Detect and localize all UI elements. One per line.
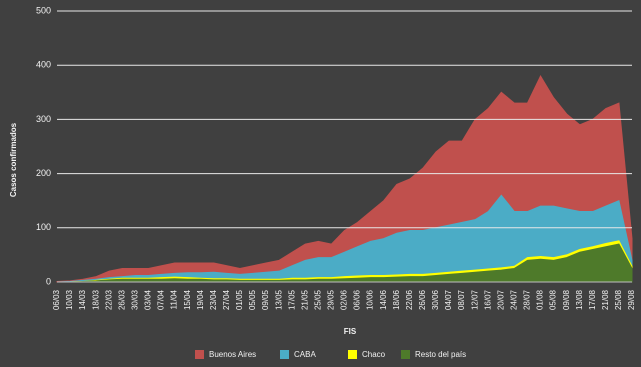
- x-tick-label: 17/08: [588, 289, 597, 310]
- y-tick-label: 100: [36, 222, 51, 232]
- x-tick-label: 23/04: [209, 289, 218, 310]
- x-tick-label: 06/06: [353, 289, 362, 310]
- x-tick-label: 27/04: [222, 289, 231, 310]
- x-tick-label: 29/05: [327, 289, 336, 310]
- x-tick-label: 28/07: [523, 289, 532, 310]
- x-tick-label: 14/03: [78, 289, 87, 310]
- legend-swatch: [348, 350, 357, 359]
- x-tick-label: 04/07: [444, 289, 453, 310]
- x-tick-label: 18/06: [392, 289, 401, 310]
- x-tick-label: 13/05: [274, 289, 283, 310]
- x-tick-label: 01/08: [536, 289, 545, 310]
- x-tick-label: 20/07: [496, 289, 505, 310]
- x-tick-label: 25/05: [313, 289, 322, 310]
- x-tick-label: 26/06: [418, 289, 427, 310]
- x-tick-label: 19/04: [196, 289, 205, 310]
- x-tick-label: 21/05: [300, 289, 309, 310]
- x-tick-label: 13/08: [575, 289, 584, 310]
- x-tick-label: 30/03: [131, 289, 140, 310]
- x-tick-label: 08/07: [457, 289, 466, 310]
- x-axis-title: FIS: [344, 327, 357, 336]
- x-tick-label: 06/03: [52, 289, 61, 310]
- x-tick-label: 22/03: [104, 289, 113, 310]
- x-tick-label: 18/03: [91, 289, 100, 310]
- legend-label: CABA: [294, 350, 316, 359]
- x-tick-label: 05/08: [549, 289, 558, 310]
- x-tick-label: 09/08: [562, 289, 571, 310]
- y-tick-label: 300: [36, 114, 51, 124]
- y-axis-title: Casos confirmados: [9, 122, 18, 197]
- legend-label: Chaco: [362, 350, 386, 359]
- x-tick-label: 25/08: [614, 289, 623, 310]
- x-tick-label: 10/03: [65, 289, 74, 310]
- x-tick-label: 12/07: [470, 289, 479, 310]
- x-tick-label: 07/04: [157, 289, 166, 310]
- x-tick-label: 14/06: [379, 289, 388, 310]
- x-tick-label: 15/04: [183, 289, 192, 310]
- legend-swatch: [280, 350, 289, 359]
- y-tick-label: 0: [46, 276, 51, 286]
- x-tick-label: 01/05: [235, 289, 244, 310]
- x-tick-label: 22/06: [405, 289, 414, 310]
- x-tick-label: 24/07: [509, 289, 518, 310]
- x-tick-label: 30/06: [431, 289, 440, 310]
- x-tick-label: 17/05: [287, 289, 296, 310]
- x-tick-label: 16/07: [483, 289, 492, 310]
- legend-label: Buenos Aires: [209, 350, 256, 359]
- x-tick-label: 11/04: [170, 289, 179, 309]
- y-tick-label: 500: [36, 5, 51, 15]
- legend-swatch: [401, 350, 410, 359]
- x-tick-label: 03/04: [144, 289, 153, 310]
- x-tick-label: 26/03: [117, 289, 126, 310]
- legend-label: Resto del país: [415, 350, 466, 359]
- y-tick-label: 400: [36, 60, 51, 70]
- plot-area: [56, 74, 633, 283]
- legend: Buenos Aires CABA Chaco Resto del país: [195, 350, 466, 359]
- legend-swatch: [195, 350, 204, 359]
- x-tick-label: 02/06: [340, 289, 349, 310]
- x-tick-label: 10/06: [366, 289, 375, 310]
- x-tick-label: 05/05: [248, 289, 257, 310]
- x-tick-label: 21/08: [601, 289, 610, 310]
- x-tick-label: 09/05: [261, 289, 270, 310]
- y-tick-label: 200: [36, 168, 51, 178]
- x-tick-label: 29/08: [627, 289, 636, 310]
